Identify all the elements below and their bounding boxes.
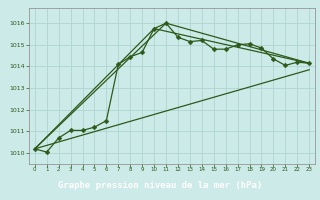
Text: Graphe pression niveau de la mer (hPa): Graphe pression niveau de la mer (hPa) <box>58 181 262 190</box>
